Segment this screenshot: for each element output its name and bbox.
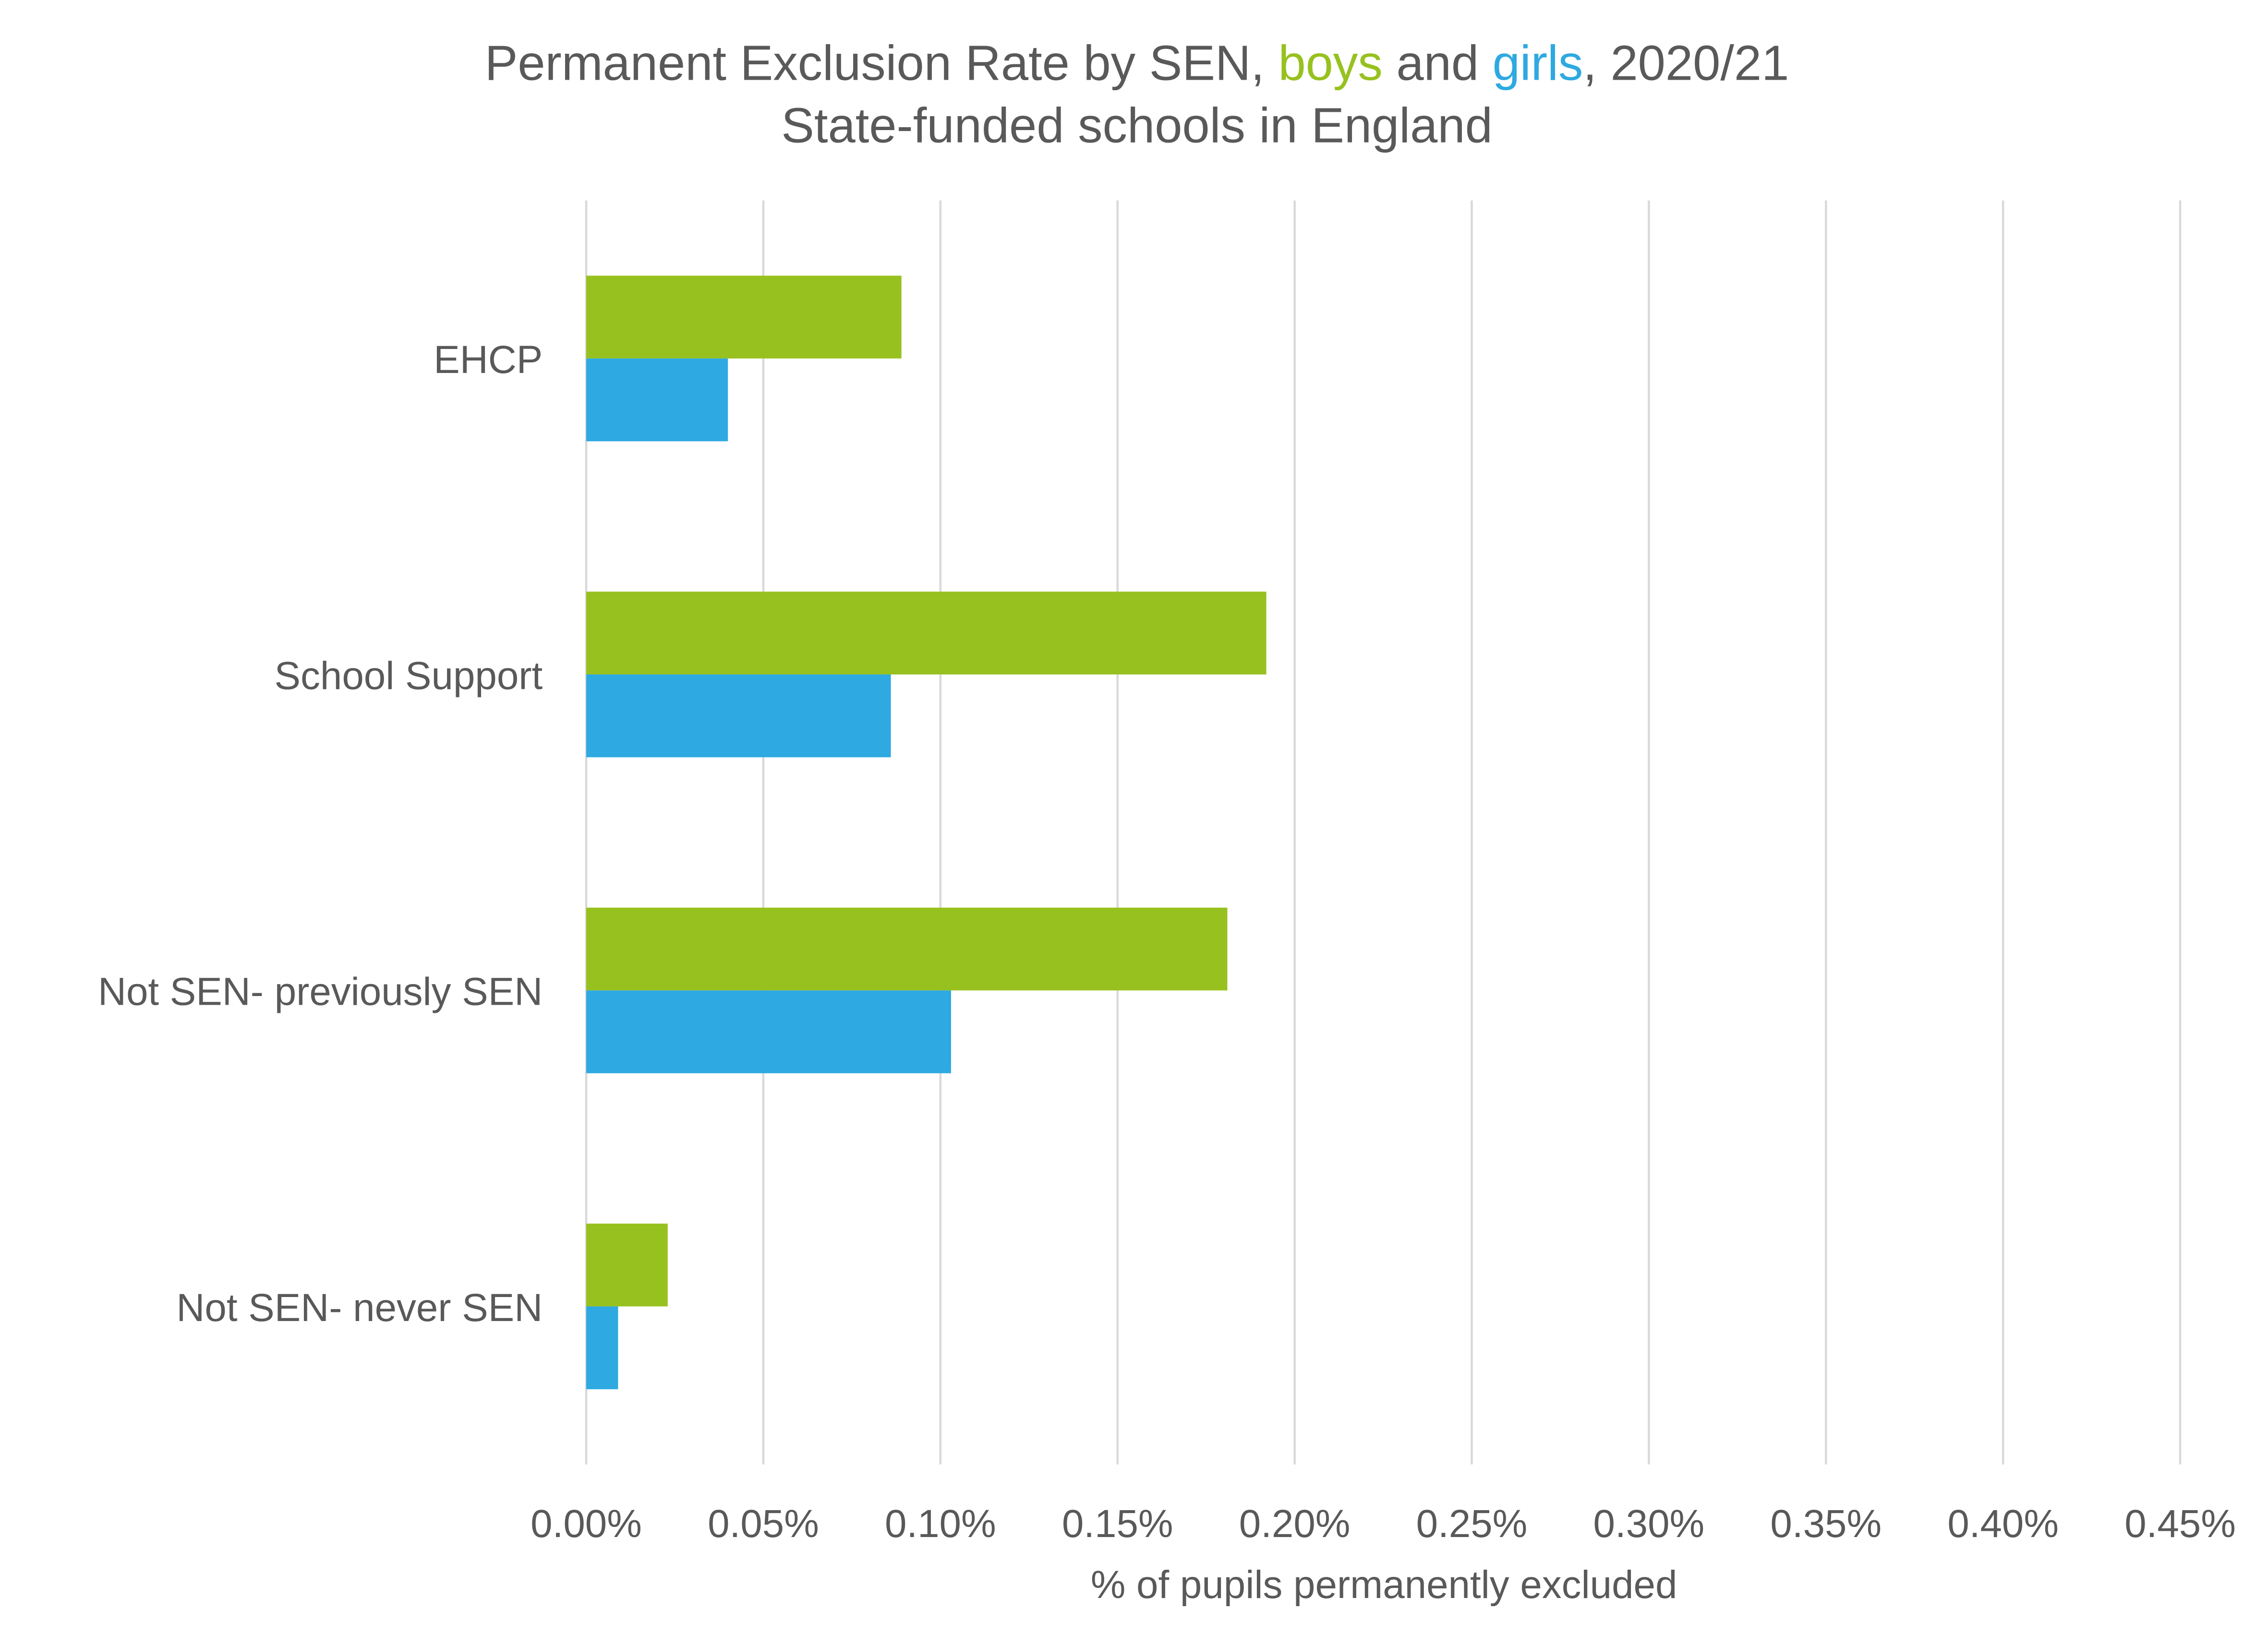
x-tick-label: 0.25% (1416, 1502, 1528, 1546)
bar-boys (586, 591, 1267, 675)
y-tick-label: Not SEN- previously SEN (98, 970, 543, 1014)
x-axis-label: % of pupils permanently excluded (1091, 1563, 1677, 1607)
x-tick-label: 0.35% (1770, 1502, 1882, 1546)
bar-girls (586, 1306, 618, 1390)
title-boys: boys (1278, 35, 1382, 90)
chart-subtitle: State-funded schools in England (781, 98, 1493, 153)
x-tick-label: 0.00% (531, 1502, 642, 1546)
x-tick-label: 0.30% (1593, 1502, 1705, 1546)
x-tick-label: 0.20% (1239, 1502, 1351, 1546)
y-tick-label: School Support (275, 654, 543, 697)
bar-boys (586, 276, 902, 359)
bar-boys (586, 907, 1228, 991)
x-tick-label: 0.40% (1947, 1502, 2059, 1546)
title-girls: girls (1493, 35, 1583, 90)
x-tick-label: 0.45% (2124, 1502, 2236, 1546)
bar-boys (586, 1224, 668, 1307)
x-tick-label: 0.10% (885, 1502, 996, 1546)
bar-girls (586, 990, 951, 1073)
y-tick-label: Not SEN- never SEN (176, 1286, 543, 1330)
x-tick-label: 0.05% (708, 1502, 819, 1546)
chart-title: Permanent Exclusion Rate by SEN, boys an… (485, 35, 1789, 90)
bar-girls (586, 674, 891, 757)
x-tick-label: 0.15% (1062, 1502, 1173, 1546)
y-tick-label: EHCP (434, 338, 543, 382)
bar-girls (586, 358, 728, 442)
